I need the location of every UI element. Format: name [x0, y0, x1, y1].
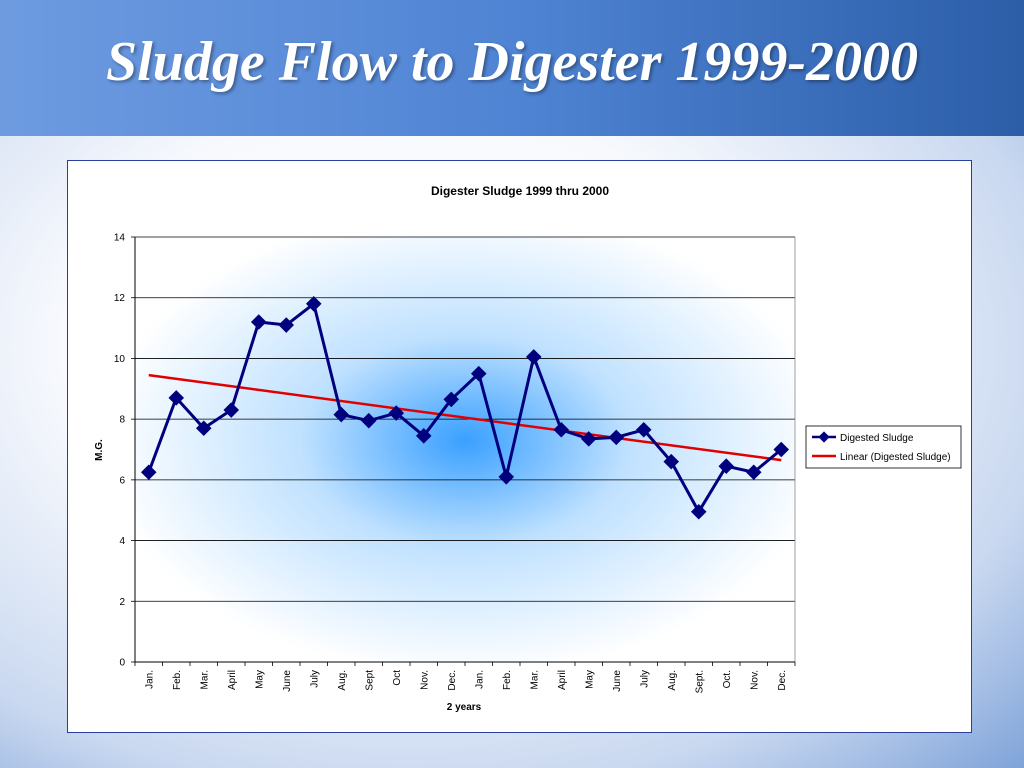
x-tick-label: July	[639, 670, 650, 688]
x-tick-label: Mar.	[529, 670, 540, 689]
x-tick-label: Feb.	[172, 670, 183, 690]
x-tick-label: Sept.	[694, 670, 705, 693]
plot-area	[135, 237, 795, 662]
y-tick-label: 12	[114, 293, 126, 304]
data-point	[223, 402, 240, 418]
x-tick-label: Aug.	[337, 670, 348, 691]
x-tick-label: July	[309, 670, 320, 688]
x-axis-label: 2 years	[447, 702, 482, 713]
y-axis-label: M.G.	[94, 439, 105, 461]
y-tick-label: 6	[119, 475, 125, 486]
x-tick-label: Aug.	[667, 670, 678, 691]
chart-title: Digester Sludge 1999 thru 2000	[431, 184, 609, 198]
trend-line	[148, 373, 782, 462]
x-tick-label: May	[254, 670, 265, 689]
x-tick-label: Dec.	[777, 670, 788, 691]
data-point	[168, 390, 185, 406]
data-point	[140, 464, 157, 481]
slide-title: Sludge Flow to Digester 1999-2000	[105, 31, 919, 93]
title-banner	[0, 0, 1024, 136]
x-tick-label: Feb.	[502, 670, 513, 690]
y-tick-label: 4	[119, 536, 125, 547]
x-tick-label: Mar.	[199, 670, 210, 689]
legend-series-label: Digested Sludge	[840, 433, 914, 444]
x-tick-label: Jan.	[144, 670, 155, 689]
x-tick-label: Dec.	[447, 670, 458, 691]
y-tick-label: 0	[119, 658, 125, 669]
y-tick-label: 14	[114, 233, 126, 244]
y-tick-label: 8	[119, 415, 125, 426]
legend-trend-label: Linear (Digested Sludge)	[840, 452, 951, 463]
x-tick-label: Sept	[364, 670, 375, 691]
x-tick-label: May	[584, 670, 595, 689]
x-tick-label: Oct	[392, 670, 403, 686]
data-point	[195, 420, 212, 437]
x-tick-label: Nov.	[749, 670, 760, 690]
x-tick-label: Oct.	[722, 670, 733, 688]
legend-series-marker	[818, 431, 830, 443]
x-tick-label: April	[557, 670, 568, 690]
x-tick-label: April	[227, 670, 238, 690]
x-tick-label: Jan.	[474, 670, 485, 689]
x-tick-label: Nov.	[419, 670, 430, 690]
y-tick-label: 2	[119, 597, 125, 608]
y-tick-label: 10	[114, 354, 126, 365]
legend-box	[805, 425, 962, 469]
x-tick-label: June	[282, 670, 293, 692]
x-tick-label: June	[612, 670, 623, 692]
series-line	[147, 302, 783, 514]
